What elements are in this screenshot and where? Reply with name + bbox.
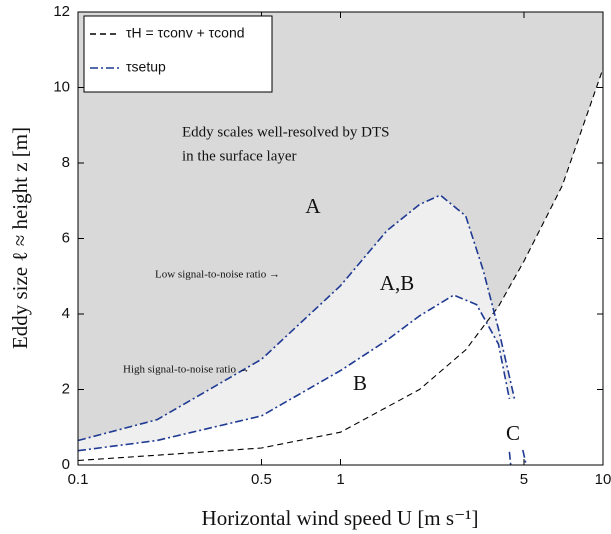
- annotation: B: [353, 371, 367, 395]
- y-tick-label: 6: [62, 229, 70, 246]
- y-tick-label: 8: [62, 154, 70, 171]
- legend-box: [83, 15, 273, 93]
- y-tick-label: 4: [62, 305, 70, 322]
- annotation: High signal-to-noise ratio →: [123, 364, 250, 376]
- annotation: A,B: [380, 271, 414, 295]
- y-tick-label: 10: [53, 78, 70, 95]
- legend-label: τH = τconv + τcond: [126, 25, 245, 41]
- annotation: Low signal-to-noise ratio →: [155, 269, 280, 281]
- annotation: in the surface layer: [182, 148, 297, 164]
- series-line: [77, 294, 511, 452]
- y-tick-label: 0: [62, 456, 70, 473]
- x-tick-label: 10: [595, 471, 611, 488]
- legend-label: τsetup: [126, 59, 166, 75]
- x-tick-label: 0.1: [68, 471, 89, 488]
- x-tick-label: 0.5: [251, 471, 272, 488]
- annotation: Eddy scales well-resolved by DTS: [182, 124, 389, 140]
- snr-region: [78, 195, 515, 451]
- series-line: [77, 194, 516, 442]
- x-axis-label: Horizontal wind speed U [m s⁻¹]: [202, 506, 479, 530]
- y-tick-label: 12: [53, 3, 70, 20]
- plot-frame: [77, 11, 604, 466]
- annotation: C: [506, 421, 520, 445]
- series-line: [77, 68, 604, 462]
- annotation: A: [305, 194, 321, 218]
- x-tick-label: 5: [520, 471, 528, 488]
- series-line: [508, 451, 512, 466]
- y-axis-label: Eddy size ℓ ≈ height z [m]: [8, 127, 32, 349]
- y-tick-label: 2: [62, 380, 70, 397]
- series-line: [522, 449, 527, 466]
- x-tick-label: 1: [336, 471, 344, 488]
